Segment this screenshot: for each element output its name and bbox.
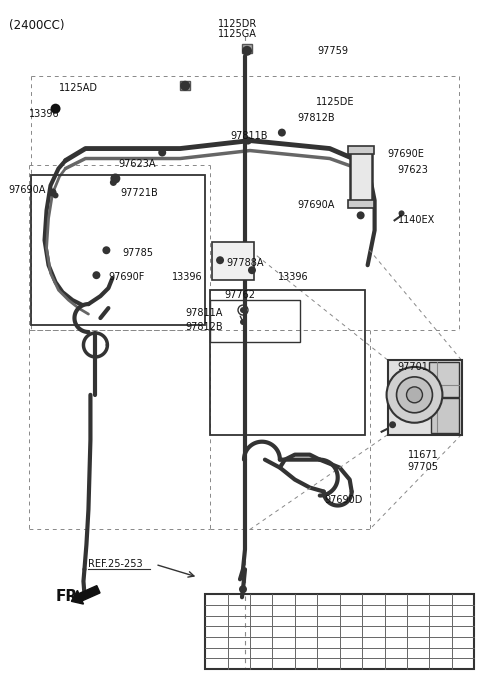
Circle shape bbox=[48, 189, 57, 196]
Text: 97705: 97705 bbox=[408, 462, 439, 472]
Circle shape bbox=[396, 377, 432, 412]
Text: 97721B: 97721B bbox=[120, 189, 158, 198]
Circle shape bbox=[248, 266, 256, 274]
Circle shape bbox=[240, 319, 246, 325]
Bar bbox=[430, 362, 459, 397]
Bar bbox=[210, 290, 365, 435]
Bar bbox=[348, 146, 373, 154]
Circle shape bbox=[50, 104, 60, 114]
Text: 13396: 13396 bbox=[29, 109, 59, 119]
Bar bbox=[387, 360, 462, 435]
Text: 97690A: 97690A bbox=[298, 200, 335, 210]
Circle shape bbox=[244, 137, 252, 144]
Circle shape bbox=[158, 148, 166, 156]
Text: 13396: 13396 bbox=[278, 272, 309, 282]
Circle shape bbox=[216, 256, 224, 264]
Text: 97690E: 97690E bbox=[387, 148, 424, 158]
Circle shape bbox=[110, 173, 120, 183]
Circle shape bbox=[386, 367, 443, 423]
Text: 97788A: 97788A bbox=[226, 258, 264, 268]
Text: REF.25-253: REF.25-253 bbox=[88, 559, 143, 570]
Bar bbox=[180, 81, 190, 90]
Text: 1125DR: 1125DR bbox=[218, 19, 257, 29]
Text: 97759: 97759 bbox=[318, 46, 349, 56]
Text: 97690F: 97690F bbox=[108, 272, 145, 282]
Bar bbox=[212, 242, 254, 280]
FancyArrow shape bbox=[72, 586, 100, 604]
Text: 97785: 97785 bbox=[122, 248, 153, 258]
Text: (2400CC): (2400CC) bbox=[9, 19, 64, 32]
Bar bbox=[210, 300, 300, 342]
Circle shape bbox=[357, 212, 365, 219]
Bar bbox=[350, 148, 372, 204]
Circle shape bbox=[278, 129, 286, 137]
Circle shape bbox=[102, 246, 110, 254]
Text: 97762: 97762 bbox=[224, 290, 255, 300]
Text: 1125GA: 1125GA bbox=[218, 29, 257, 39]
Circle shape bbox=[242, 46, 252, 56]
Circle shape bbox=[240, 307, 246, 313]
Text: 97811A: 97811A bbox=[185, 308, 223, 318]
Text: 97701: 97701 bbox=[397, 362, 429, 372]
Text: 97623: 97623 bbox=[397, 166, 429, 175]
Circle shape bbox=[52, 192, 59, 198]
Circle shape bbox=[398, 210, 405, 216]
Text: 1125DE: 1125DE bbox=[316, 96, 354, 106]
Circle shape bbox=[110, 179, 117, 186]
Circle shape bbox=[239, 585, 247, 593]
Circle shape bbox=[389, 421, 396, 428]
Text: 1125AD: 1125AD bbox=[59, 83, 97, 93]
Text: 11671: 11671 bbox=[408, 450, 438, 460]
Text: 97690A: 97690A bbox=[9, 185, 46, 195]
Text: 97623A: 97623A bbox=[119, 158, 156, 168]
Bar bbox=[205, 594, 474, 669]
Bar bbox=[432, 398, 459, 433]
Circle shape bbox=[407, 387, 422, 403]
Text: 97811B: 97811B bbox=[230, 131, 267, 141]
Bar bbox=[31, 175, 205, 325]
Text: 97812B: 97812B bbox=[298, 113, 336, 123]
Text: 97812B: 97812B bbox=[185, 322, 223, 332]
Text: FR.: FR. bbox=[56, 589, 84, 605]
Circle shape bbox=[180, 81, 190, 91]
Text: 1140EX: 1140EX bbox=[397, 216, 435, 225]
Bar bbox=[348, 200, 373, 208]
Circle shape bbox=[93, 271, 100, 279]
Text: 13396: 13396 bbox=[172, 272, 203, 282]
Bar bbox=[242, 44, 252, 53]
Text: 97690D: 97690D bbox=[325, 495, 363, 505]
